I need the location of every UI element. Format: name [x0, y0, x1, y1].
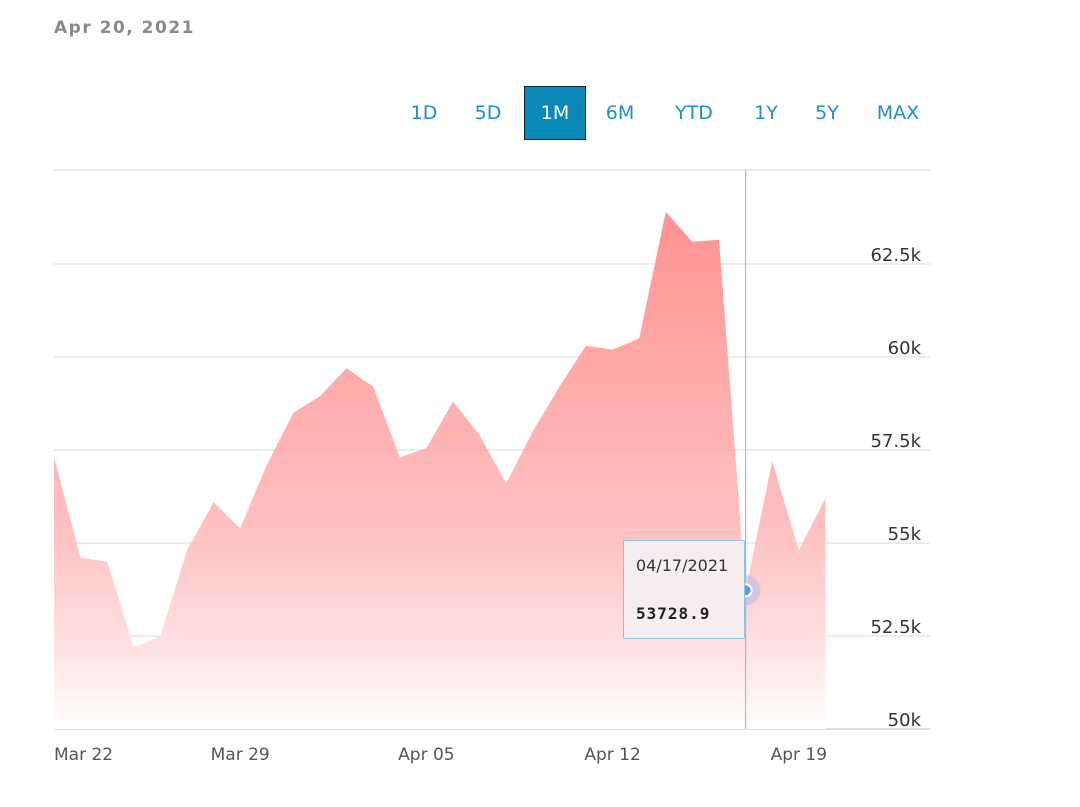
range-button-1d[interactable]: 1D: [410, 102, 438, 124]
y-tick-label: 62.5k: [870, 245, 921, 266]
tooltip-date: 04/17/2021: [636, 556, 729, 575]
x-tick-label: Apr 19: [771, 745, 827, 765]
current-date-label: Apr 20, 2021: [54, 18, 195, 38]
x-tick-label: Mar 29: [211, 745, 270, 765]
x-tick-label: Mar 22: [54, 745, 113, 765]
y-tick-label: 52.5k: [870, 617, 921, 638]
price-area-series: [54, 211, 826, 729]
tooltip: 04/17/2021 53728.9: [623, 540, 745, 639]
x-tick-label: Apr 05: [398, 745, 454, 765]
y-tick-label: 55k: [888, 524, 922, 545]
y-tick-label: 60k: [888, 338, 922, 359]
price-area: [54, 211, 826, 729]
range-button-max[interactable]: MAX: [876, 102, 920, 124]
range-button-5d[interactable]: 5D: [474, 102, 502, 124]
range-button-1y[interactable]: 1Y: [754, 102, 778, 124]
x-tick-label: Apr 12: [584, 745, 640, 765]
y-axis-ticks: 50k 52.5k 55k 57.5k 60k 62.5k: [870, 245, 921, 731]
range-button-5y[interactable]: 5Y: [815, 102, 839, 124]
range-button-1m[interactable]: 1M: [524, 86, 586, 140]
y-tick-label: 50k: [888, 710, 922, 731]
x-axis-ticks: Mar 22 Mar 29 Apr 05 Apr 12 Apr 19: [54, 745, 827, 765]
y-tick-label: 57.5k: [870, 431, 921, 452]
tooltip-value: 53728.9: [636, 604, 711, 623]
range-selector: 1D 5D 1M 6M YTD 1Y 5Y MAX: [396, 86, 940, 140]
range-button-ytd[interactable]: YTD: [675, 102, 713, 124]
range-button-6m[interactable]: 6M: [605, 102, 635, 124]
